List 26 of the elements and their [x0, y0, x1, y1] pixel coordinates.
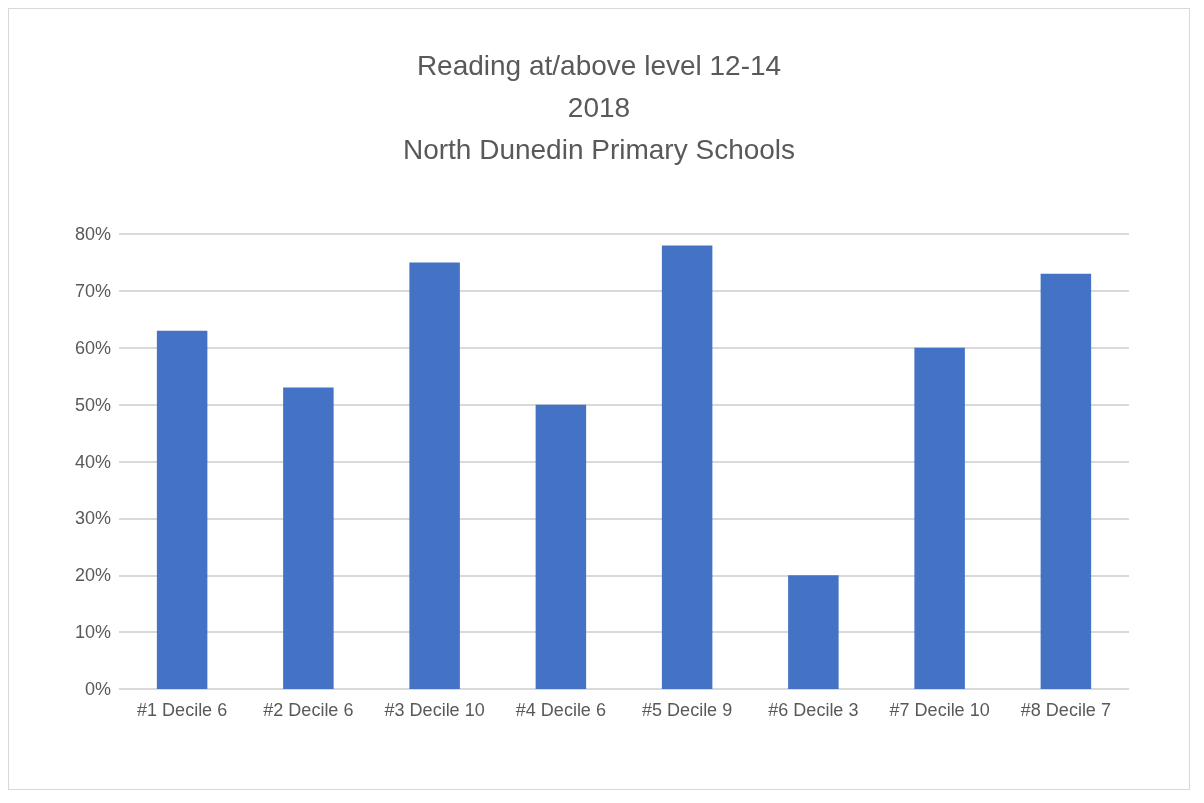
y-tick-label: 10%	[74, 622, 111, 643]
y-tick-label: 0%	[84, 679, 111, 699]
bar	[283, 387, 334, 689]
y-tick-label: 60%	[74, 337, 111, 358]
y-tick-label: 20%	[74, 565, 111, 586]
x-tick-label: #6 Decile 3	[768, 700, 859, 720]
bar	[914, 347, 965, 689]
x-tick-label: #8 Decile 7	[1020, 700, 1111, 720]
bar	[1040, 273, 1092, 689]
y-tick-label: 70%	[74, 280, 111, 301]
y-tick-label: 50%	[74, 394, 111, 415]
y-tick-label: 80%	[74, 224, 111, 244]
x-tick-label: #3 Decile 10	[384, 700, 485, 720]
y-tick-label: 30%	[74, 508, 111, 529]
x-tick-label: #7 Decile 10	[889, 700, 990, 720]
bar	[409, 262, 460, 689]
x-tick-label: #4 Decile 6	[515, 700, 606, 720]
bar	[156, 330, 208, 689]
bar	[788, 575, 839, 689]
bar	[661, 245, 713, 689]
x-tick-label: #1 Decile 6	[137, 700, 228, 720]
x-tick-label: #5 Decile 9	[642, 700, 733, 720]
bar	[535, 404, 587, 689]
chart-title: Reading at/above level 12-14 2018 North Dunedin Primary Schools	[402, 49, 796, 165]
y-tick-label: 40%	[74, 451, 111, 472]
x-tick-label: #2 Decile 6	[263, 700, 354, 720]
